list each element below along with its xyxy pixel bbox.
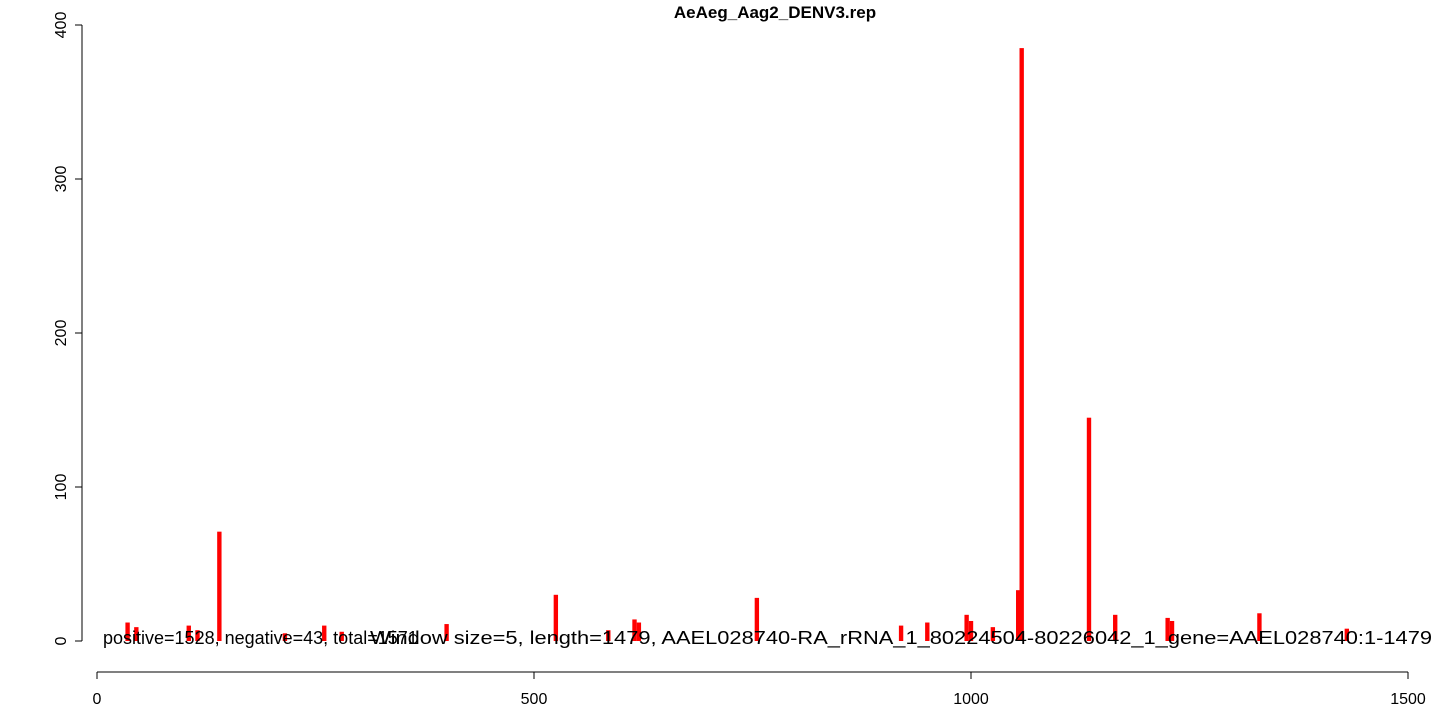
bar bbox=[632, 619, 637, 641]
y-tick-label: 400 bbox=[53, 12, 70, 39]
bar bbox=[754, 597, 760, 641]
bar bbox=[553, 594, 559, 641]
bar bbox=[1344, 628, 1350, 641]
y-tick-label: 200 bbox=[53, 320, 70, 347]
bar bbox=[925, 622, 930, 641]
bar bbox=[134, 627, 139, 641]
annotation: positive=1528, negative=43, total=1571 bbox=[103, 628, 418, 648]
annotation: Window size=5, length=1479, AAEL028740-R… bbox=[370, 628, 1432, 649]
bar bbox=[990, 627, 996, 641]
bar bbox=[1169, 620, 1175, 641]
bar bbox=[1113, 614, 1118, 641]
bar bbox=[1019, 48, 1024, 642]
bar bbox=[195, 630, 200, 641]
x-tick-label: 1000 bbox=[953, 691, 989, 708]
bar bbox=[186, 625, 191, 641]
x-tick-label: 500 bbox=[521, 691, 548, 708]
y-tick-label: 100 bbox=[53, 474, 70, 501]
bar bbox=[125, 622, 130, 641]
bar bbox=[1257, 613, 1262, 641]
bar bbox=[1165, 617, 1170, 641]
bar bbox=[606, 630, 611, 641]
chart-title: AeAeg_Aag2_DENV3.rep bbox=[674, 3, 876, 22]
x-tick-label: 1500 bbox=[1390, 691, 1426, 708]
x-tick-label: 0 bbox=[93, 691, 102, 708]
bar bbox=[217, 531, 222, 641]
bar bbox=[968, 620, 974, 641]
bar bbox=[1016, 590, 1021, 641]
bar bbox=[636, 622, 642, 641]
bar bbox=[898, 625, 904, 641]
bar bbox=[339, 631, 344, 641]
bar bbox=[322, 625, 327, 641]
bar bbox=[282, 633, 288, 641]
y-tick-label: 0 bbox=[53, 636, 70, 645]
bar bbox=[1086, 417, 1092, 641]
bar bbox=[444, 624, 449, 641]
y-tick-label: 300 bbox=[53, 166, 70, 193]
bar bbox=[964, 614, 969, 641]
